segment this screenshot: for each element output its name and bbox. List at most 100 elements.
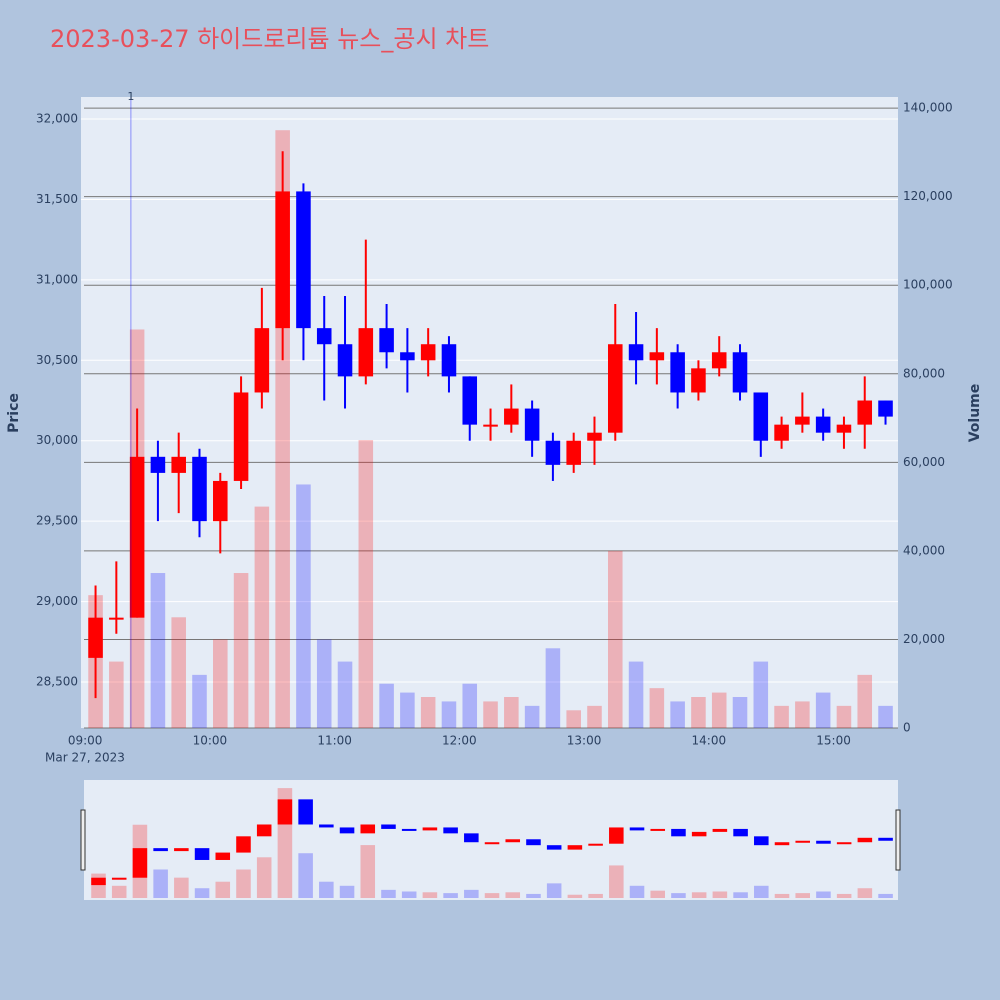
- slider-candle: [381, 824, 396, 829]
- x-tick-label: 11:00: [317, 734, 352, 748]
- slider-candle: [526, 839, 541, 846]
- volume-bar: [628, 661, 644, 728]
- candle-body: [337, 344, 353, 377]
- slider-handle[interactable]: [80, 809, 86, 871]
- volume-bar: [545, 648, 561, 728]
- candle-body: [732, 352, 748, 393]
- candle-body: [587, 432, 602, 441]
- candle-body: [483, 424, 498, 427]
- slider-volume-bar: [194, 888, 210, 898]
- slider-volume-bar: [671, 893, 686, 898]
- slider-candle: [588, 843, 603, 846]
- candle-body: [129, 456, 145, 618]
- y-tick-label: 32,000: [36, 112, 78, 126]
- y-tick-label: 31,500: [36, 192, 78, 206]
- volume-bar: [857, 674, 873, 728]
- slider-candle: [691, 831, 707, 837]
- slider-volume-bar: [754, 885, 769, 898]
- y2-axis-title: Volume: [967, 384, 983, 443]
- slider-candle: [132, 848, 148, 878]
- volume-bar: [774, 705, 789, 728]
- candle-body: [150, 456, 166, 473]
- slider-candle: [443, 827, 458, 834]
- slider-volume-bar: [526, 893, 541, 898]
- slider-candle: [91, 877, 106, 886]
- volume-bar: [524, 705, 540, 728]
- slider-candle: [816, 840, 831, 844]
- slider-volume-bar: [319, 881, 334, 898]
- slider-volume-bar: [443, 893, 458, 898]
- candle-body: [296, 191, 311, 329]
- slider-candle: [774, 842, 790, 846]
- candle-body: [504, 408, 519, 425]
- volume-bar: [400, 692, 415, 728]
- volume-bar: [316, 639, 332, 728]
- slider-volume-bar: [774, 893, 790, 898]
- candle-body: [691, 368, 706, 393]
- candle-body: [753, 392, 769, 441]
- candle-body: [774, 424, 789, 441]
- slider-volume-bar: [236, 869, 251, 898]
- volume-bar: [732, 697, 748, 728]
- slider-volume-bar: [712, 891, 728, 898]
- volume-bar: [670, 701, 685, 728]
- candle-body: [795, 416, 810, 425]
- volume-bar: [379, 683, 394, 728]
- x-tick-label: 13:00: [567, 734, 602, 748]
- slider-volume-bar: [567, 894, 583, 898]
- volume-bar: [358, 440, 374, 728]
- slider-volume-bar: [546, 883, 562, 898]
- candle-body: [358, 328, 374, 377]
- slider-volume-bar: [339, 885, 355, 898]
- plot-area: [81, 97, 898, 728]
- volume-bar: [420, 697, 436, 728]
- volume-bar: [878, 705, 893, 728]
- candle-body: [254, 328, 270, 393]
- volume-bar: [711, 692, 727, 728]
- volume-bar: [213, 639, 228, 728]
- slider-candle: [422, 827, 438, 831]
- slider-candle: [733, 828, 748, 837]
- candle-body: [857, 400, 873, 425]
- slider-volume-bar: [691, 892, 707, 898]
- volume-bar: [587, 705, 602, 728]
- x-tick-label: 12:00: [442, 734, 477, 748]
- slider-volume-bar: [588, 893, 603, 898]
- y-axis-title: Price: [6, 393, 22, 433]
- y-tick-label: 30,500: [36, 353, 78, 367]
- slider-volume-bar: [795, 893, 810, 898]
- range-slider[interactable]: [84, 780, 898, 900]
- candle-body: [524, 408, 540, 441]
- candle-body: [420, 344, 436, 361]
- slider-volume-bar: [401, 891, 417, 898]
- volume-bar: [150, 573, 166, 728]
- slider-candle: [484, 842, 500, 845]
- volume-bar: [462, 683, 478, 728]
- slider-volume-bar: [650, 890, 666, 898]
- candle-body: [400, 352, 415, 361]
- slider-candle: [277, 799, 293, 825]
- x-tick-label: 09:00: [68, 734, 103, 748]
- volume-bar: [192, 674, 207, 728]
- y2-tick-label: 120,000: [903, 189, 953, 203]
- slider-candle: [878, 837, 893, 841]
- y-tick-label: 29,500: [36, 514, 78, 528]
- slider-volume-bar: [505, 892, 521, 898]
- slider-candle: [236, 836, 251, 853]
- slider-candle: [298, 799, 313, 825]
- candle-body: [566, 440, 581, 465]
- slider-volume-bar: [381, 889, 396, 898]
- y-tick-label: 30,000: [36, 433, 78, 447]
- volume-bar: [566, 710, 581, 728]
- candle-body: [316, 328, 332, 345]
- volume-bar: [483, 701, 498, 728]
- slider-volume-bar: [256, 857, 272, 898]
- candle-body: [233, 392, 249, 481]
- slider-candle: [857, 837, 873, 843]
- y2-tick-label: 20,000: [903, 632, 945, 646]
- candle-body: [815, 416, 831, 433]
- candle-body: [878, 400, 893, 417]
- slider-handle[interactable]: [895, 809, 901, 871]
- slider-candle: [650, 828, 666, 831]
